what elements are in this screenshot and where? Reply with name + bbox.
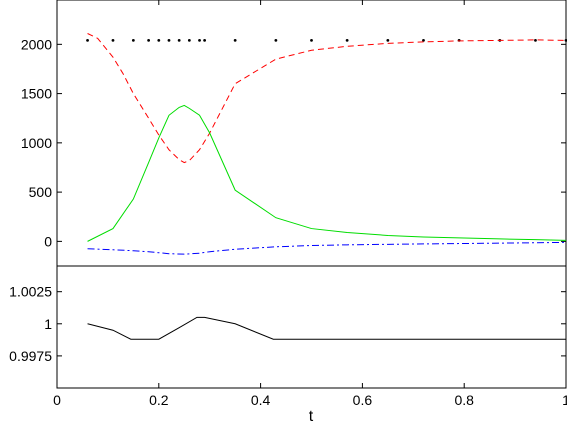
- top-y-tick-label: 1500: [21, 86, 52, 102]
- data-point: [187, 38, 191, 42]
- x-tick-label: 0.8: [454, 392, 474, 408]
- x-tick-label: 0: [53, 392, 61, 408]
- data-point: [86, 38, 89, 42]
- x-tick-label: 1: [562, 392, 567, 408]
- top-y-tick-label: 1000: [21, 135, 52, 151]
- x-axis: 0 0.2 0.4 0.6 0.8 1: [53, 0, 567, 408]
- data-point: [274, 38, 278, 42]
- data-point: [167, 38, 171, 42]
- bottom-y-tick-label: 1: [44, 316, 52, 332]
- top-y-axis: 0 500 1000 1500 2000: [21, 36, 566, 249]
- data-point: [157, 38, 161, 42]
- data-point: [564, 38, 567, 42]
- data-point: [310, 38, 313, 42]
- bottom-series-0-line: [87, 316, 566, 340]
- data-point: [198, 38, 201, 42]
- data-point: [203, 38, 207, 42]
- top-series-3-line: [87, 241, 567, 255]
- top-series-2-line: [87, 104, 567, 242]
- x-axis-label: t: [309, 408, 314, 425]
- x-tick-label: 0.6: [353, 392, 373, 408]
- x-tick-label: 0.2: [149, 392, 169, 408]
- data-point: [534, 38, 537, 42]
- data-point: [111, 38, 115, 42]
- bottom-y-tick-label: 1.0025: [9, 284, 52, 300]
- data-point: [233, 38, 237, 42]
- bottom-panel: 0.9975 1 1.0025 0 0.2 0.4 0.6 0.8 1 t: [9, 0, 567, 425]
- bottom-y-axis: 0.9975 1 1.0025: [9, 284, 566, 364]
- top-y-tick-label: 0: [44, 233, 52, 249]
- top-series-0-markers: [86, 38, 567, 42]
- top-y-tick-label: 2000: [21, 36, 52, 52]
- top-series-1-line: [87, 33, 567, 164]
- data-point: [131, 38, 135, 42]
- top-panel: 0 500 1000 1500 2000: [21, 0, 567, 267]
- bottom-plot-area: [87, 316, 566, 340]
- top-y-tick-label: 500: [29, 184, 53, 200]
- data-point: [386, 38, 390, 42]
- bottom-y-tick-label: 0.9975: [9, 348, 52, 364]
- data-point: [147, 38, 151, 42]
- top-plot-area: [86, 33, 567, 255]
- data-point: [177, 38, 181, 42]
- x-tick-label: 0.4: [251, 392, 271, 408]
- bottom-plot-frame: [56, 265, 567, 389]
- data-point: [422, 38, 425, 42]
- data-point: [345, 38, 349, 42]
